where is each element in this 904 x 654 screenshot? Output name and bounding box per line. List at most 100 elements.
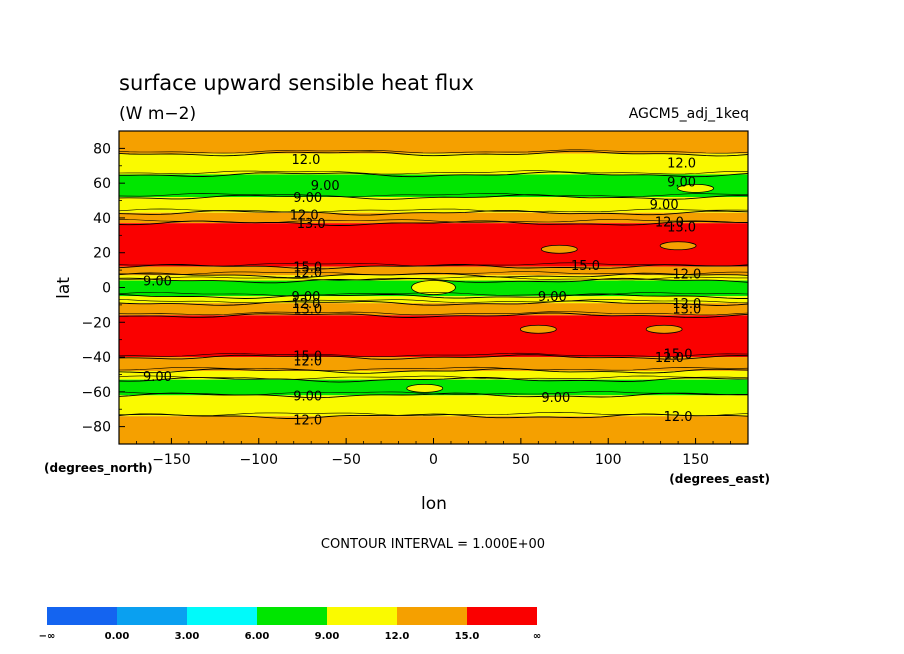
- contour-line-inner-13-1: [119, 375, 748, 380]
- chart-title: surface upward sensible heat flux: [119, 71, 474, 95]
- colorbar-swatch-0: [47, 607, 117, 625]
- contour-feature-2: [519, 324, 557, 334]
- colorbar-swatch-3: [257, 607, 327, 625]
- y-tick-label-7: −60: [81, 385, 111, 401]
- dataset-label: AGCM5_adj_1keq: [629, 106, 749, 122]
- contour-label-3: 9.00: [667, 175, 696, 190]
- colorbar-label-3: 6.00: [245, 631, 270, 642]
- y-tick-label-4: 0: [102, 281, 111, 297]
- x-tick-label-4: 50: [512, 452, 530, 468]
- contour-label-20: 13.0: [672, 302, 701, 317]
- colorbar-labels: −∞ 0.00 3.00 6.00 9.00 12.0 15.0 ∞: [39, 631, 542, 642]
- contour-line-12-1: [119, 368, 748, 374]
- contour-line-9-1: [119, 300, 748, 306]
- contour-label-4: 9.00: [293, 191, 322, 206]
- y-tick-label-6: −40: [81, 350, 111, 366]
- colorbar-swatch-6: [467, 607, 537, 625]
- contour-label-2: 9.00: [311, 179, 340, 194]
- contour-label-9: 13.0: [667, 221, 696, 236]
- contour-label-14: 9.00: [143, 275, 172, 290]
- fill-band-11: [119, 315, 748, 358]
- contour-line-inner-6-1: [119, 271, 748, 276]
- contour-label-17: 12.0: [291, 297, 320, 312]
- contour-label-5: 9.00: [650, 198, 679, 213]
- fill-band-3: [119, 197, 748, 213]
- contour-label-23: 15.0: [664, 348, 693, 363]
- y-tick-label-0: 80: [93, 141, 111, 157]
- contour-line-2-1: [119, 194, 748, 200]
- contour-line-4-1: [119, 220, 748, 226]
- fill-band-1: [119, 153, 748, 175]
- contour-line-inner-2-1: [119, 193, 748, 198]
- contour-line-8-1: [119, 293, 748, 299]
- fill-band-12: [119, 357, 748, 371]
- contour-label-28: 12.0: [293, 414, 322, 429]
- contour-line-inner-14-1: [119, 391, 748, 396]
- contour-lines: [119, 149, 748, 419]
- contour-label-24: 12.0: [655, 351, 684, 366]
- colorbar-label-5: 12.0: [385, 631, 410, 642]
- contour-label-18: 13.0: [293, 302, 322, 317]
- contour-label-26: 9.00: [293, 389, 322, 404]
- fill-band-6: [119, 266, 748, 276]
- contour-line-inner-3-1: [119, 208, 748, 213]
- fill-band-4: [119, 212, 748, 224]
- contour-line-inner-10-1: [119, 311, 748, 316]
- contour-feature-0: [540, 244, 578, 254]
- contour-label-13: 12.0: [672, 268, 701, 283]
- x-axis-ticks: −150 −100 −50 0 50 100 150: [136, 438, 731, 468]
- contour-label-16: 9.00: [538, 290, 567, 305]
- contour-label-8: 13.0: [297, 217, 326, 232]
- contour-label-21: 15.0: [293, 349, 322, 364]
- contour-line-inner-9-1: [119, 299, 748, 304]
- contour-interval-text: CONTOUR INTERVAL = 1.000E+00: [321, 537, 545, 552]
- chart-units: (W m−2): [119, 104, 196, 124]
- contour-line-0-1: [119, 150, 748, 157]
- colorbar-label-4: 9.00: [315, 631, 340, 642]
- contour-feature-5: [411, 280, 456, 295]
- x-tick-label-3: 0: [429, 452, 438, 468]
- x-tick-label-2: −50: [331, 452, 361, 468]
- contour-label-7: 12.0: [655, 215, 684, 230]
- contour-line-inner-8-1: [119, 292, 748, 297]
- x-units-label: (degrees_east): [669, 472, 770, 487]
- x-tick-label-1: −100: [240, 452, 278, 468]
- contour-label-22: 12.0: [293, 355, 322, 370]
- fill-band-0: [119, 131, 748, 154]
- contour-line-inner-0-1: [119, 149, 748, 154]
- contour-label-25: 9.00: [143, 370, 172, 385]
- contour-label-29: 12.0: [664, 410, 693, 425]
- x-tick-label-5: 100: [595, 452, 622, 468]
- x-tick-label-0: −150: [152, 452, 190, 468]
- y-tick-label-5: −20: [81, 315, 111, 331]
- contour-feature-4: [677, 183, 714, 193]
- contour-label-6: 12.0: [290, 208, 319, 223]
- fill-band-13: [119, 370, 748, 380]
- y-units-label: (degrees_north): [44, 461, 153, 476]
- colorbar-swatch-2: [187, 607, 257, 625]
- contour-label-12: 12.0: [293, 266, 322, 281]
- contour-label-19: 12.0: [672, 297, 701, 312]
- contour-line-inner-5-1: [119, 262, 748, 267]
- y-axis-label: lat: [54, 277, 74, 299]
- fill-band-15: [119, 395, 748, 417]
- contour-line-inner-7-1: [119, 276, 748, 281]
- y-tick-label-3: 20: [93, 246, 111, 262]
- colorbar-label-2: 3.00: [175, 631, 200, 642]
- fill-band-7: [119, 275, 748, 281]
- contour-line-inner-1-1: [119, 170, 748, 175]
- y-tick-label-1: 60: [93, 176, 111, 192]
- y-axis-ticks: 80 60 40 20 0 −20 −40 −60 −80: [81, 130, 125, 445]
- contour-label-27: 9.00: [541, 391, 570, 406]
- contour-feature-1: [659, 241, 697, 251]
- contour-line-11-1: [119, 354, 748, 360]
- fill-band-2: [119, 174, 748, 198]
- colorbar-label-1: 0.00: [105, 631, 130, 642]
- contour-feature-6: [406, 383, 444, 393]
- contour-label-15: 9.00: [291, 290, 320, 305]
- contour-label-0: 12.0: [291, 153, 320, 168]
- contour-line-1-1: [119, 171, 748, 178]
- contour-label-11: 15.0: [571, 259, 600, 274]
